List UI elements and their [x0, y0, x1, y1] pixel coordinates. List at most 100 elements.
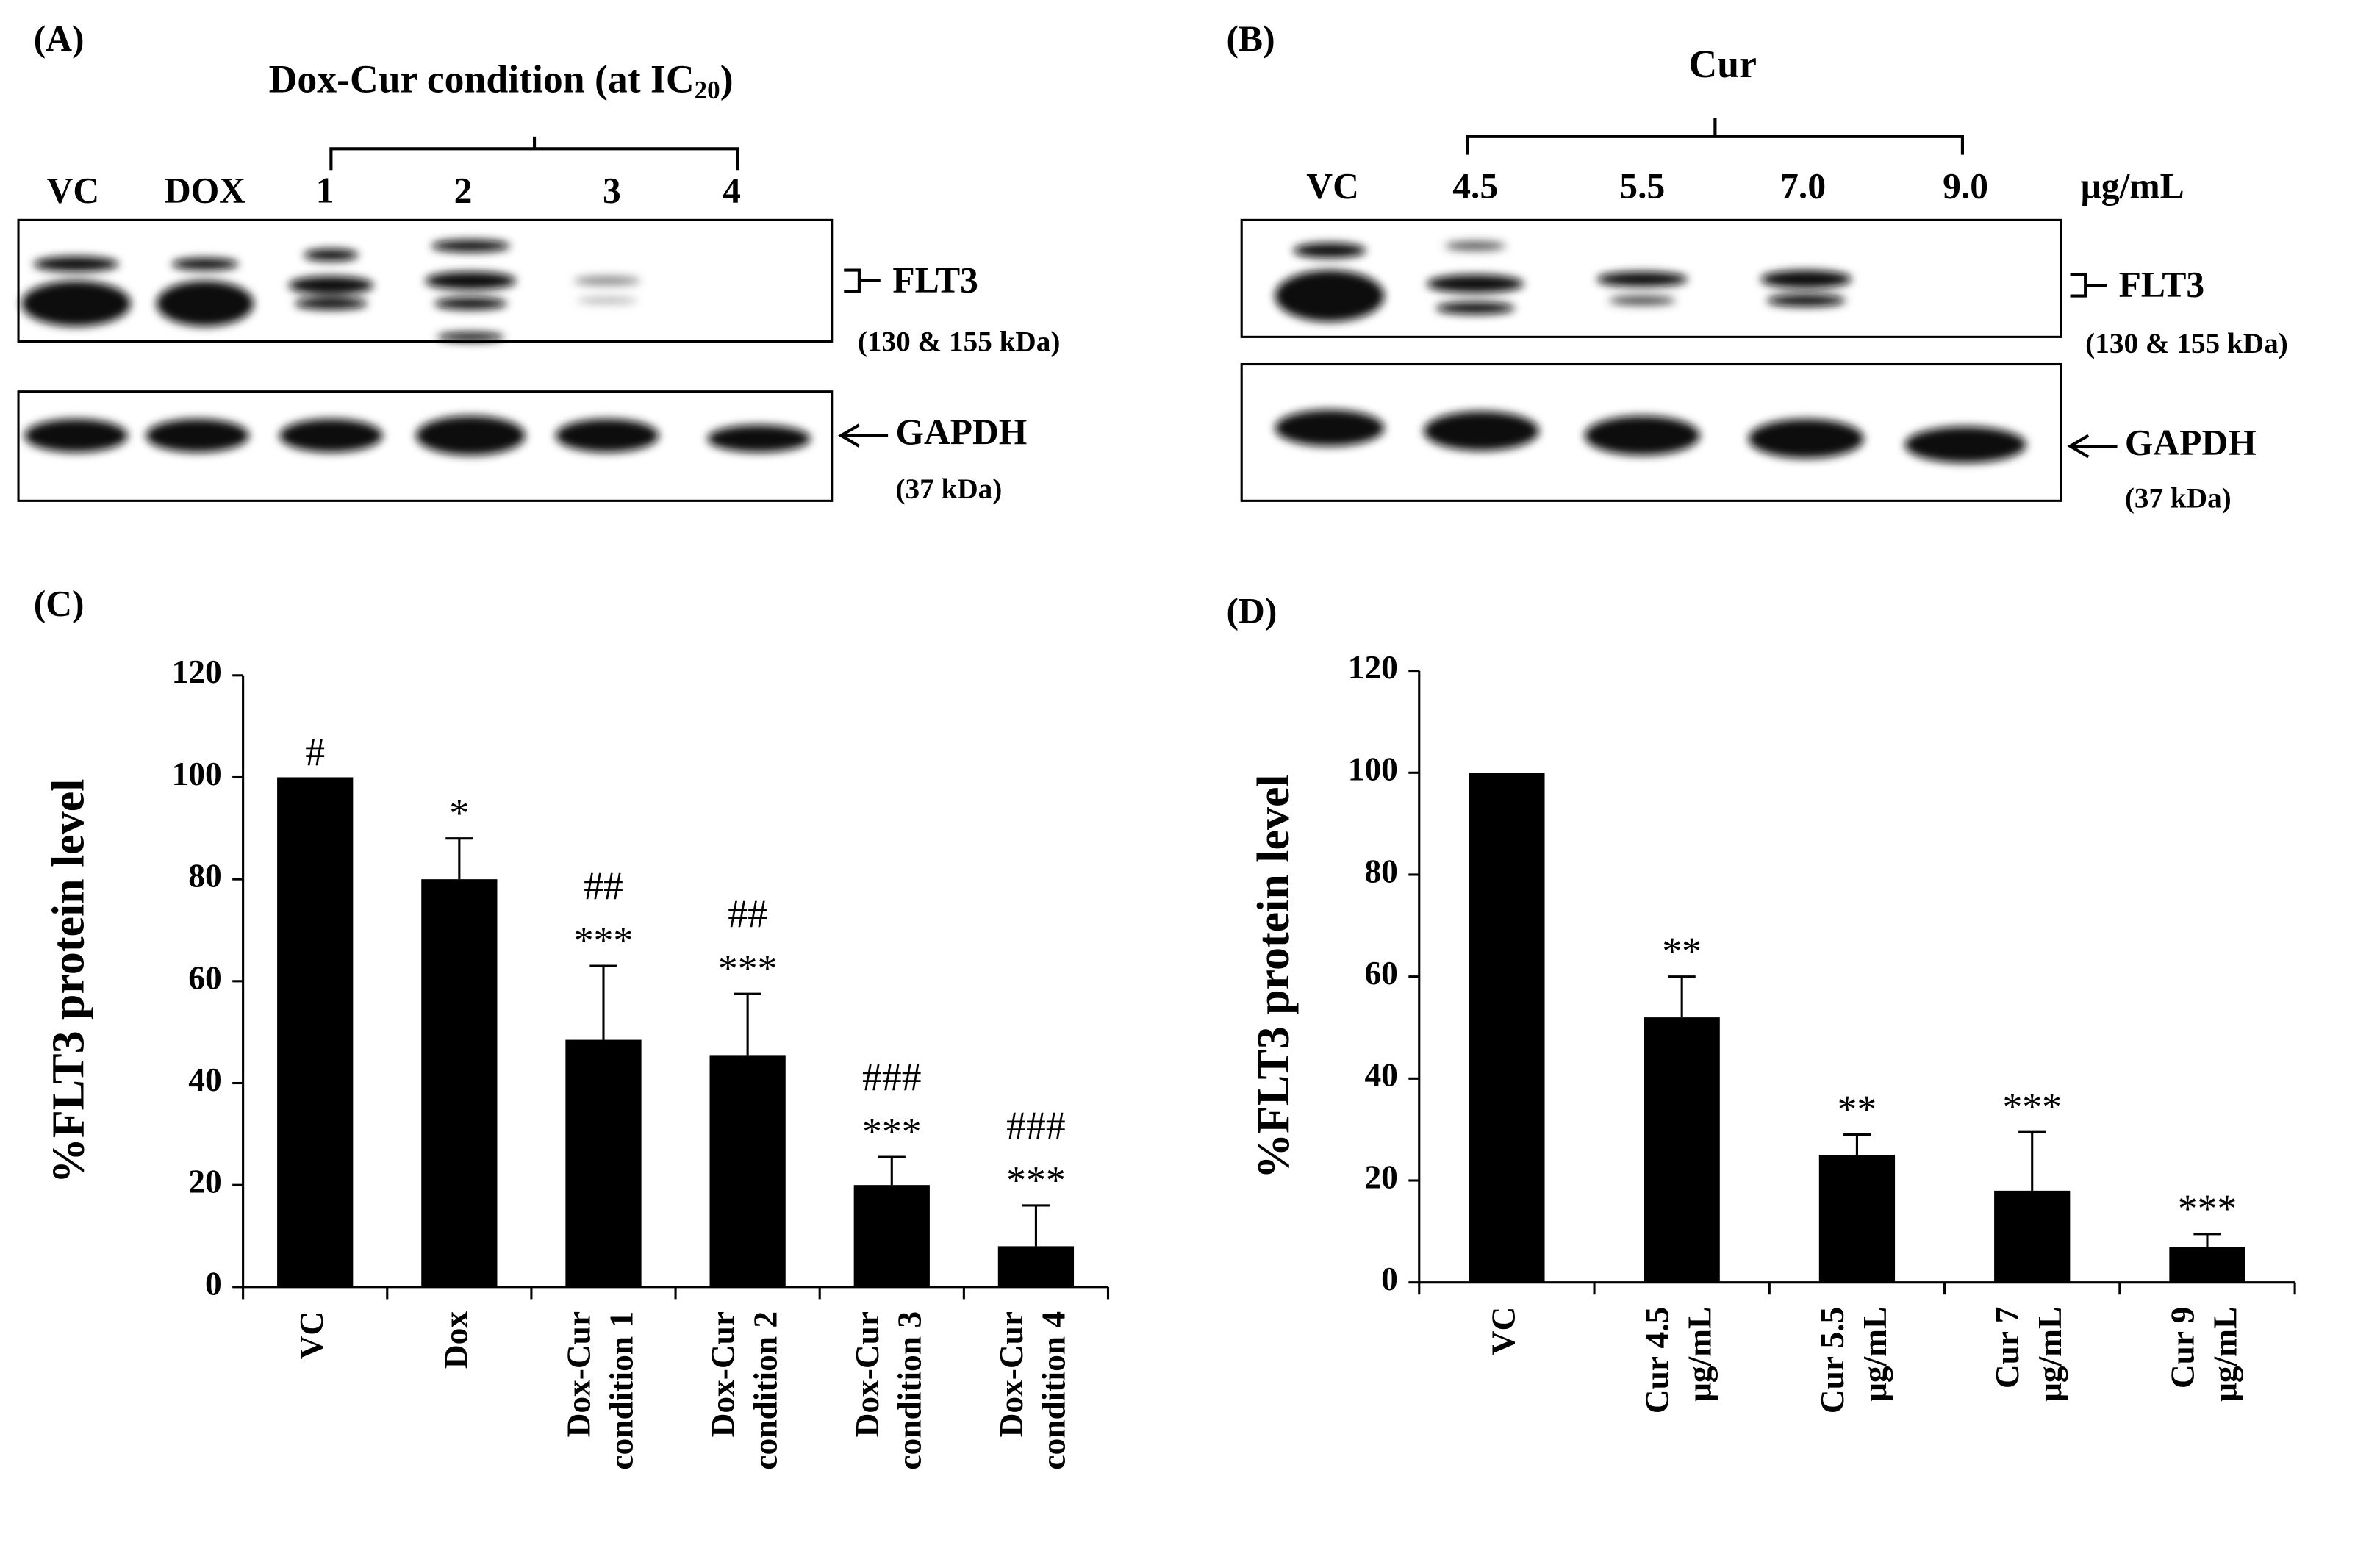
y-tick-label: 20: [188, 1164, 221, 1200]
error-bar: [589, 964, 617, 1040]
blot-bands: [24, 415, 811, 456]
bar: [565, 1039, 642, 1287]
bar: [997, 1246, 1075, 1287]
bracket: [2070, 273, 2107, 298]
target-size: (130 & 155 kDa): [858, 326, 1061, 358]
panel-label: (C): [34, 583, 85, 623]
control-label: GAPDH: [2125, 422, 2257, 462]
bracket: [844, 268, 881, 293]
panel-label: (A): [34, 18, 85, 59]
error-bar: [2018, 1130, 2046, 1191]
error-bar: [2193, 1233, 2221, 1247]
unit-label: μg/mL: [2081, 165, 2184, 206]
x-tick-label: Cur 4.5: [1639, 1307, 1676, 1413]
panel-label: (B): [1227, 18, 1275, 59]
significance-label: **: [1838, 1087, 1877, 1131]
lane-label: 9.0: [1943, 165, 1988, 206]
arrow: [2067, 434, 2118, 459]
error-bar: [878, 1155, 906, 1186]
bar: [277, 777, 354, 1287]
bar: [421, 879, 498, 1287]
y-axis-label: %FLT3 protein level: [1249, 774, 1299, 1179]
x-tick-label: VC: [293, 1311, 330, 1360]
x-tick-label: Cur 5.5: [1814, 1307, 1851, 1414]
y-tick-label: 40: [1364, 1057, 1397, 1094]
target-label: FLT3: [892, 259, 978, 300]
y-tick-label: 60: [188, 959, 221, 996]
significance-label: ##: [728, 892, 767, 936]
x-tick-label: Dox-Cur: [561, 1311, 598, 1438]
y-tick-label: 100: [1348, 751, 1398, 788]
lane-label: 2: [454, 171, 473, 211]
x-tick-label: μg/mL: [1681, 1307, 1718, 1402]
y-tick-label: 80: [1364, 853, 1397, 889]
x-tick-label: Cur 9: [2164, 1307, 2201, 1388]
x-tick-label: Dox: [437, 1311, 474, 1369]
error-bar: [1843, 1133, 1871, 1155]
y-axis-label: %FLT3 protein level: [44, 779, 94, 1184]
y-tick-label: 0: [1381, 1261, 1398, 1297]
blot-bands: [21, 240, 641, 342]
x-tick-label: condition 1: [603, 1311, 639, 1470]
blot-bands: [1275, 241, 1852, 322]
significance-label: ***: [574, 918, 634, 962]
x-tick-label: condition 2: [747, 1311, 784, 1470]
significance-label: ***: [718, 947, 778, 991]
lane-label: DOX: [165, 171, 245, 211]
error-bar: [445, 837, 473, 880]
bracket: [1466, 118, 1965, 155]
bar: [2169, 1247, 2245, 1283]
lane-label: 7.0: [1780, 165, 1826, 206]
target-size: (130 & 155 kDa): [2085, 328, 2288, 359]
significance-label: ***: [2002, 1085, 2062, 1129]
control-size: (37 kDa): [2125, 482, 2232, 514]
y-tick-label: 40: [188, 1061, 221, 1098]
x-tick-label: Dox-Cur: [849, 1311, 886, 1438]
lane-label: 1: [316, 171, 334, 211]
y-tick-label: 20: [1364, 1158, 1397, 1195]
error-bar: [1022, 1204, 1050, 1247]
bar: [709, 1055, 786, 1287]
control-size: (37 kDa): [895, 473, 1002, 505]
significance-label: ***: [1006, 1158, 1066, 1202]
x-tick-label: VC: [1485, 1307, 1521, 1355]
significance-label: ***: [862, 1109, 922, 1153]
x-tick-label: μg/mL: [1857, 1307, 1893, 1402]
y-tick-label: 120: [1348, 649, 1398, 686]
error-bar: [734, 992, 761, 1056]
y-tick-label: 60: [1364, 955, 1397, 992]
lane-label: VC: [47, 171, 100, 211]
lane-label: 3: [603, 171, 621, 211]
error-bar: [1668, 975, 1696, 1018]
bar: [1644, 1017, 1720, 1283]
x-tick-label: condition 4: [1036, 1311, 1072, 1470]
y-tick-label: 0: [205, 1265, 222, 1302]
lane-label: VC: [1306, 165, 1359, 206]
arrow: [838, 423, 889, 448]
bar: [1818, 1155, 1896, 1283]
significance-label: ##: [584, 864, 623, 908]
x-tick-label: Cur 7: [1989, 1307, 2026, 1388]
blot-bands: [1275, 409, 2026, 463]
significance-label: ###: [1006, 1103, 1066, 1147]
x-tick-label: Dox-Cur: [705, 1311, 742, 1438]
significance-label: ***: [2178, 1186, 2237, 1230]
blot-title: Dox-Cur condition (at IC20): [269, 57, 734, 104]
blot-title: Cur: [1688, 42, 1756, 86]
significance-label: ###: [862, 1055, 922, 1099]
y-tick-label: 80: [188, 858, 221, 895]
significance-label: #: [305, 730, 325, 774]
bar: [1469, 773, 1545, 1283]
panel-label: (D): [1227, 591, 1277, 631]
significance-label: *: [449, 791, 469, 835]
bar: [1994, 1190, 2071, 1283]
x-tick-label: Dox-Cur: [993, 1311, 1030, 1438]
lane-label: 5.5: [1619, 165, 1665, 206]
y-tick-label: 120: [172, 653, 222, 690]
lane-label: 4.5: [1452, 165, 1498, 206]
lane-label: 4: [723, 171, 741, 211]
x-tick-label: condition 3: [892, 1311, 928, 1470]
control-label: GAPDH: [895, 412, 1027, 452]
bar: [853, 1185, 930, 1287]
